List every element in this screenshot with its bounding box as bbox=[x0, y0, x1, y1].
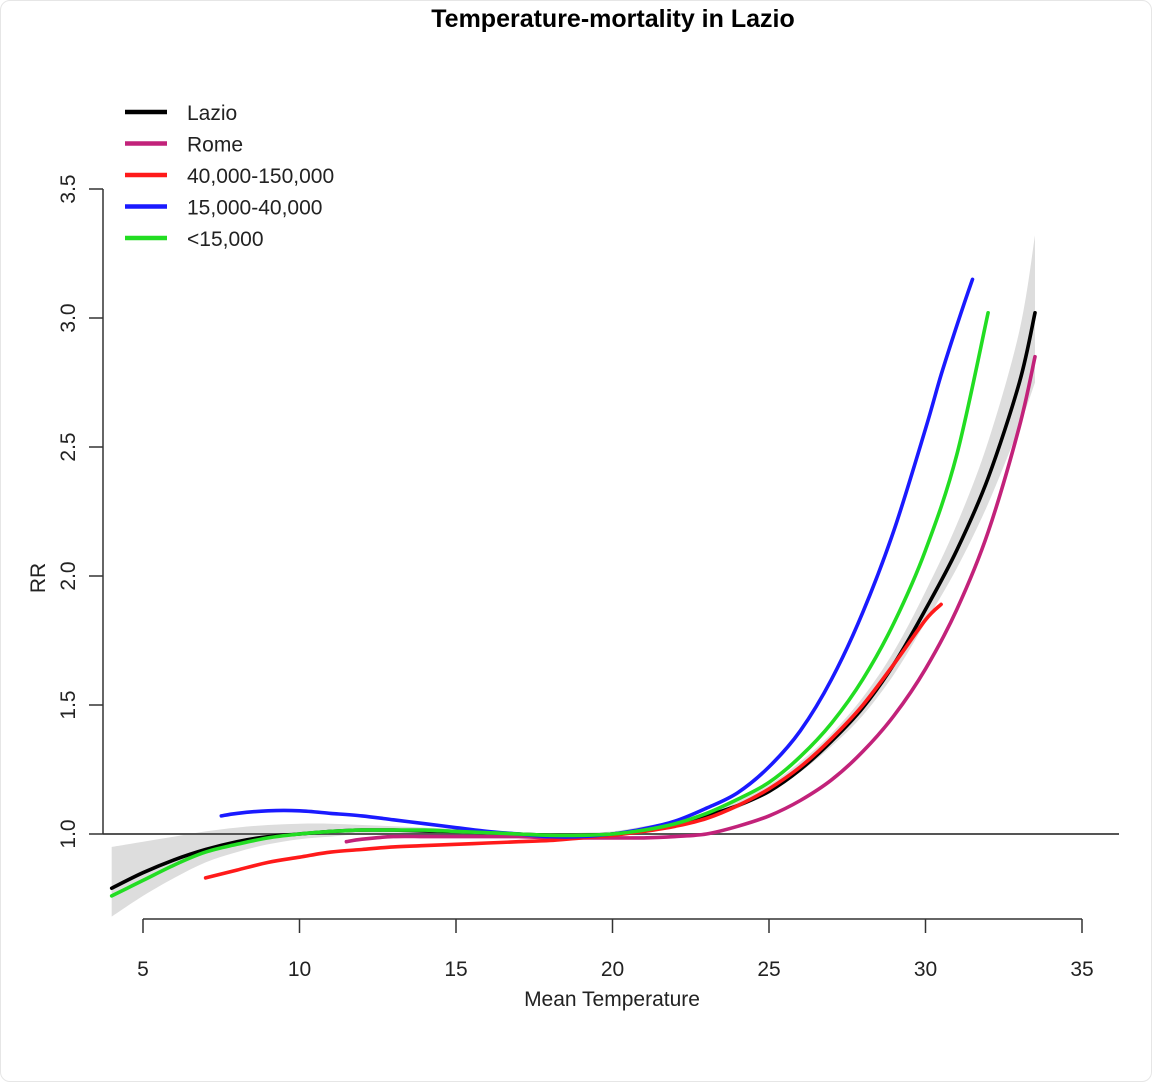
series-line-5 bbox=[109, 311, 990, 898]
legend-label: 40,000-150,000 bbox=[187, 165, 334, 188]
series-line-1 bbox=[109, 311, 1037, 890]
x-tick-label: 30 bbox=[914, 958, 937, 981]
chart-title: Temperature-mortality in Lazio bbox=[431, 5, 795, 33]
confidence-band-layer bbox=[111, 235, 1035, 917]
legend-label: 15,000-40,000 bbox=[187, 197, 322, 220]
series-layer bbox=[109, 277, 1037, 898]
y-axis: 1.0 1.5 2.0 2.5 3.0 3.5 bbox=[57, 174, 104, 849]
y-tick-label: 1.5 bbox=[57, 690, 80, 719]
y-tick-label: 3.0 bbox=[57, 303, 80, 332]
y-axis-label: RR bbox=[27, 563, 50, 593]
legend-label: <15,000 bbox=[187, 228, 264, 251]
y-tick-label: 3.5 bbox=[57, 174, 80, 203]
series-line-2 bbox=[344, 354, 1037, 844]
x-axis: 5 10 15 20 25 30 35 bbox=[137, 918, 1094, 981]
x-axis-label: Mean Temperature bbox=[524, 988, 700, 1011]
x-tick-label: 15 bbox=[444, 958, 467, 981]
x-tick-label: 5 bbox=[137, 958, 149, 981]
y-tick-label: 2.5 bbox=[57, 432, 80, 461]
y-tick-label: 2.0 bbox=[57, 561, 80, 590]
legend: Lazio Rome 40,000-150,000 15,000-40,000 <15,… bbox=[125, 102, 334, 251]
x-tick-label: 10 bbox=[288, 958, 311, 981]
x-tick-label: 20 bbox=[601, 958, 624, 981]
x-tick-label: 25 bbox=[757, 958, 780, 981]
confidence-band bbox=[111, 235, 1035, 917]
y-tick-label: 1.0 bbox=[57, 819, 80, 848]
legend-label: Lazio bbox=[187, 102, 237, 125]
legend-label: Rome bbox=[187, 134, 243, 157]
x-tick-label: 35 bbox=[1070, 958, 1093, 981]
